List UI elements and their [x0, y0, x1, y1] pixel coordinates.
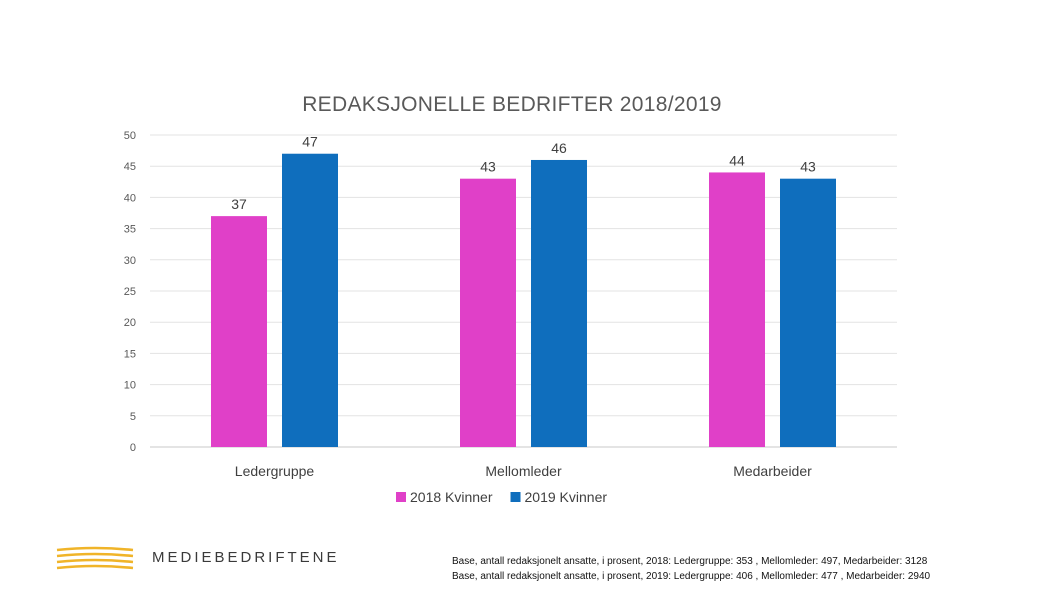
grid-lines [150, 134, 897, 448]
y-tick-label: 0 [130, 442, 136, 454]
y-tick-label: 25 [124, 286, 136, 298]
x-axis-categories: Ledergruppe Mellomleder Medarbeider [235, 463, 812, 479]
gold-wave-lines-icon [56, 546, 134, 570]
data-label: 43 [800, 159, 816, 175]
footnote-2019: Base, antall redaksjonelt ansatte, i pro… [452, 571, 931, 582]
legend-label: 2018 Kvinner [410, 489, 493, 505]
bar-2018-kvinner [709, 172, 765, 447]
y-tick-label: 15 [124, 348, 136, 360]
footnote-2018: Base, antall redaksjonelt ansatte, i pro… [452, 556, 928, 567]
data-label: 46 [551, 140, 567, 156]
y-tick-label: 50 [124, 130, 136, 142]
y-tick-label: 40 [124, 192, 136, 204]
legend-swatch [396, 492, 406, 502]
y-tick-label: 5 [130, 411, 136, 423]
bar-2018-kvinner [460, 178, 516, 447]
data-label: 37 [231, 196, 247, 212]
y-axis-ticks: 0 5 10 15 20 25 30 35 40 45 50 [124, 130, 136, 454]
brand-name: MEDIEBEDRIFTENE [152, 549, 340, 566]
bar-2019-kvinner [282, 153, 338, 447]
category-label: Ledergruppe [235, 463, 315, 479]
y-tick-label: 45 [124, 161, 136, 173]
data-label: 44 [729, 152, 745, 168]
legend: 2018 Kvinner 2019 Kvinner [396, 489, 607, 505]
bar-2018-kvinner [211, 216, 267, 447]
data-labels: 37 47 43 46 44 43 [231, 134, 816, 212]
bars [211, 153, 836, 447]
legend-label: 2019 Kvinner [525, 489, 608, 505]
y-tick-label: 30 [124, 255, 136, 267]
footnotes: Base, antall redaksjonelt ansatte, i pro… [452, 554, 1052, 584]
y-tick-label: 20 [124, 317, 136, 329]
y-tick-label: 10 [124, 380, 136, 392]
legend-swatch [510, 492, 521, 502]
y-tick-label: 35 [124, 224, 136, 236]
category-label: Medarbeider [733, 463, 812, 479]
chart-title: REDAKSJONELLE BEDRIFTER 2018/2019 [302, 93, 722, 116]
data-label: 43 [480, 159, 496, 175]
bar-2019-kvinner [531, 159, 587, 447]
category-label: Mellomleder [485, 463, 562, 479]
bar-2019-kvinner [780, 178, 836, 447]
data-label: 47 [302, 134, 318, 150]
